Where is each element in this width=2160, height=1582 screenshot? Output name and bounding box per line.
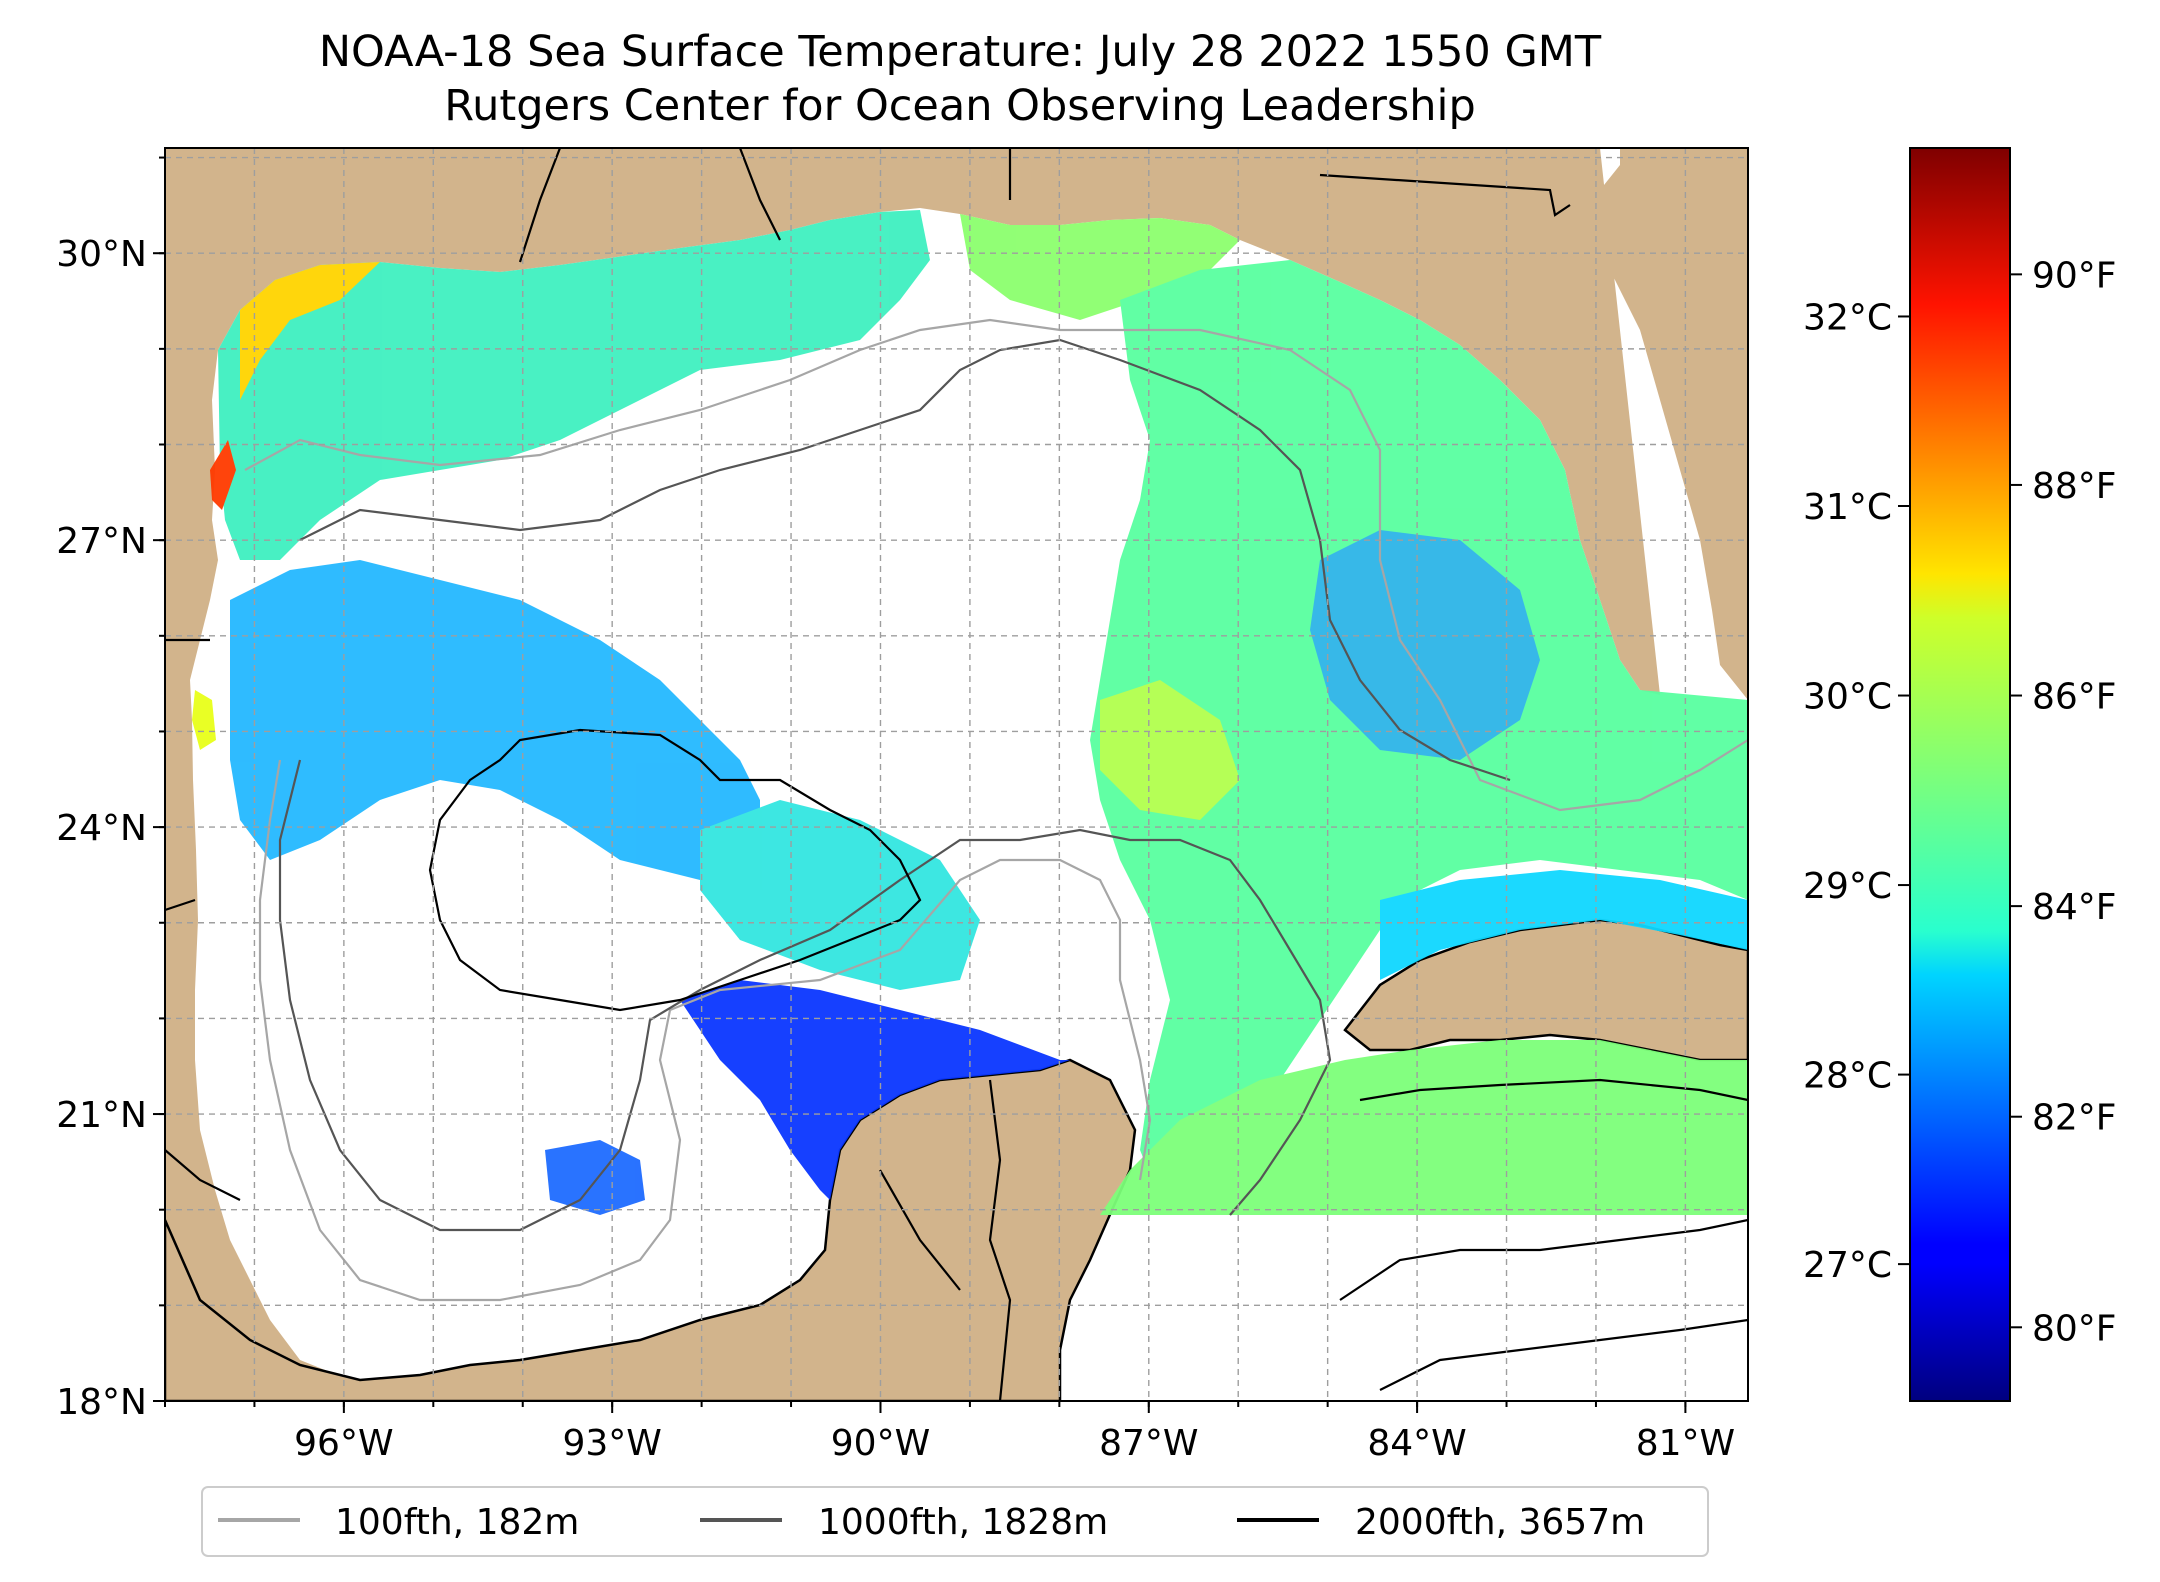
fahrenheit-tick-label: 90°F xyxy=(2032,255,2117,296)
longitude-ticks: 96°W 93°W 90°W 87°W 84°W 81°W xyxy=(164,1401,1735,1464)
sst-texas-south-warm xyxy=(192,690,216,750)
sst-western-cool xyxy=(230,560,760,880)
celsius-tick-label: 31°C xyxy=(1803,487,1892,528)
map-frame xyxy=(164,147,1749,1402)
colorbar-celsius-axis: 32°C 31°C 30°C 29°C 28°C 27°C xyxy=(1803,297,1910,1286)
lat-tick-label: 30°N xyxy=(56,234,147,275)
colorbar: 32°C 31°C 30°C 29°C 28°C 27°C 90°F 88°F 86°F 84°… xyxy=(1803,147,2117,1402)
fahrenheit-tick-label: 80°F xyxy=(2032,1308,2117,1349)
lon-tick-label: 81°W xyxy=(1636,1423,1735,1464)
lon-tick-label: 87°W xyxy=(1099,1423,1198,1464)
figure-title: NOAA-18 Sea Surface Temperature: July 28… xyxy=(318,27,1602,77)
fahrenheit-tick-label: 86°F xyxy=(2032,677,2117,718)
celsius-tick-label: 32°C xyxy=(1803,297,1892,338)
lon-tick-label: 84°W xyxy=(1367,1423,1466,1464)
sst-loop-eddy-cool xyxy=(1310,530,1540,760)
map-panel xyxy=(165,148,1748,1401)
sst-sw-patch xyxy=(545,1140,645,1215)
celsius-tick-label: 30°C xyxy=(1803,677,1892,718)
legend: 100fth, 182m 1000fth, 1828m 2000fth, 365… xyxy=(201,1486,1709,1557)
sst-campeche-cool xyxy=(680,980,1070,1200)
land xyxy=(165,148,1748,1401)
celsius-tick-label: 28°C xyxy=(1803,1056,1892,1097)
sst-south-of-cuba xyxy=(1100,1040,1748,1215)
lon-tick-label: 96°W xyxy=(294,1423,393,1464)
fahrenheit-tick-label: 82°F xyxy=(2032,1098,2117,1139)
latitude-ticks: 30°N 27°N 24°N 21°N 18°N xyxy=(56,156,165,1423)
fahrenheit-tick-label: 88°F xyxy=(2032,466,2117,507)
contour-2000fth xyxy=(428,728,1748,1391)
contour-100fth xyxy=(244,318,1748,1302)
lon-tick-label: 90°W xyxy=(831,1423,930,1464)
sst-north-central xyxy=(960,214,1240,320)
contour-1000fth xyxy=(278,338,1511,1232)
lat-tick-label: 24°N xyxy=(56,808,147,849)
state-borders xyxy=(165,148,1571,1401)
lat-tick-label: 27°N xyxy=(56,521,147,562)
sst-florida-straits xyxy=(1380,870,1748,980)
sst-warm-eastern xyxy=(1100,680,1240,820)
figure-subtitle: Rutgers Center for Ocean Observing Leade… xyxy=(444,81,1476,131)
legend-label-1000fth: 1000fth, 1828m xyxy=(818,1502,1108,1543)
fahrenheit-tick-label: 84°F xyxy=(2032,887,2117,928)
land-north-america xyxy=(165,148,1748,1401)
legend-label-2000fth: 2000fth, 3657m xyxy=(1355,1502,1645,1543)
celsius-tick-label: 29°C xyxy=(1803,866,1892,907)
sst-coverage xyxy=(192,210,1748,1215)
lat-tick-label: 18°N xyxy=(56,1382,147,1423)
legend-box xyxy=(201,1486,1709,1557)
celsius-tick-label: 27°C xyxy=(1803,1245,1892,1286)
lat-tick-label: 21°N xyxy=(56,1095,147,1136)
legend-label-100fth: 100fth, 182m xyxy=(335,1502,579,1543)
sst-nw-coastal-warm xyxy=(210,440,236,510)
sst-central-blob xyxy=(700,800,980,990)
colorbar-fahrenheit-axis: 90°F 88°F 86°F 84°F 82°F 80°F xyxy=(2010,255,2117,1349)
colorbar-frame xyxy=(1909,147,2011,1402)
sst-nw-warm-edge xyxy=(240,262,380,400)
sst-nw-shelf xyxy=(218,210,930,560)
colorbar-gradient xyxy=(1910,148,2010,1401)
lon-tick-label: 93°W xyxy=(562,1423,661,1464)
